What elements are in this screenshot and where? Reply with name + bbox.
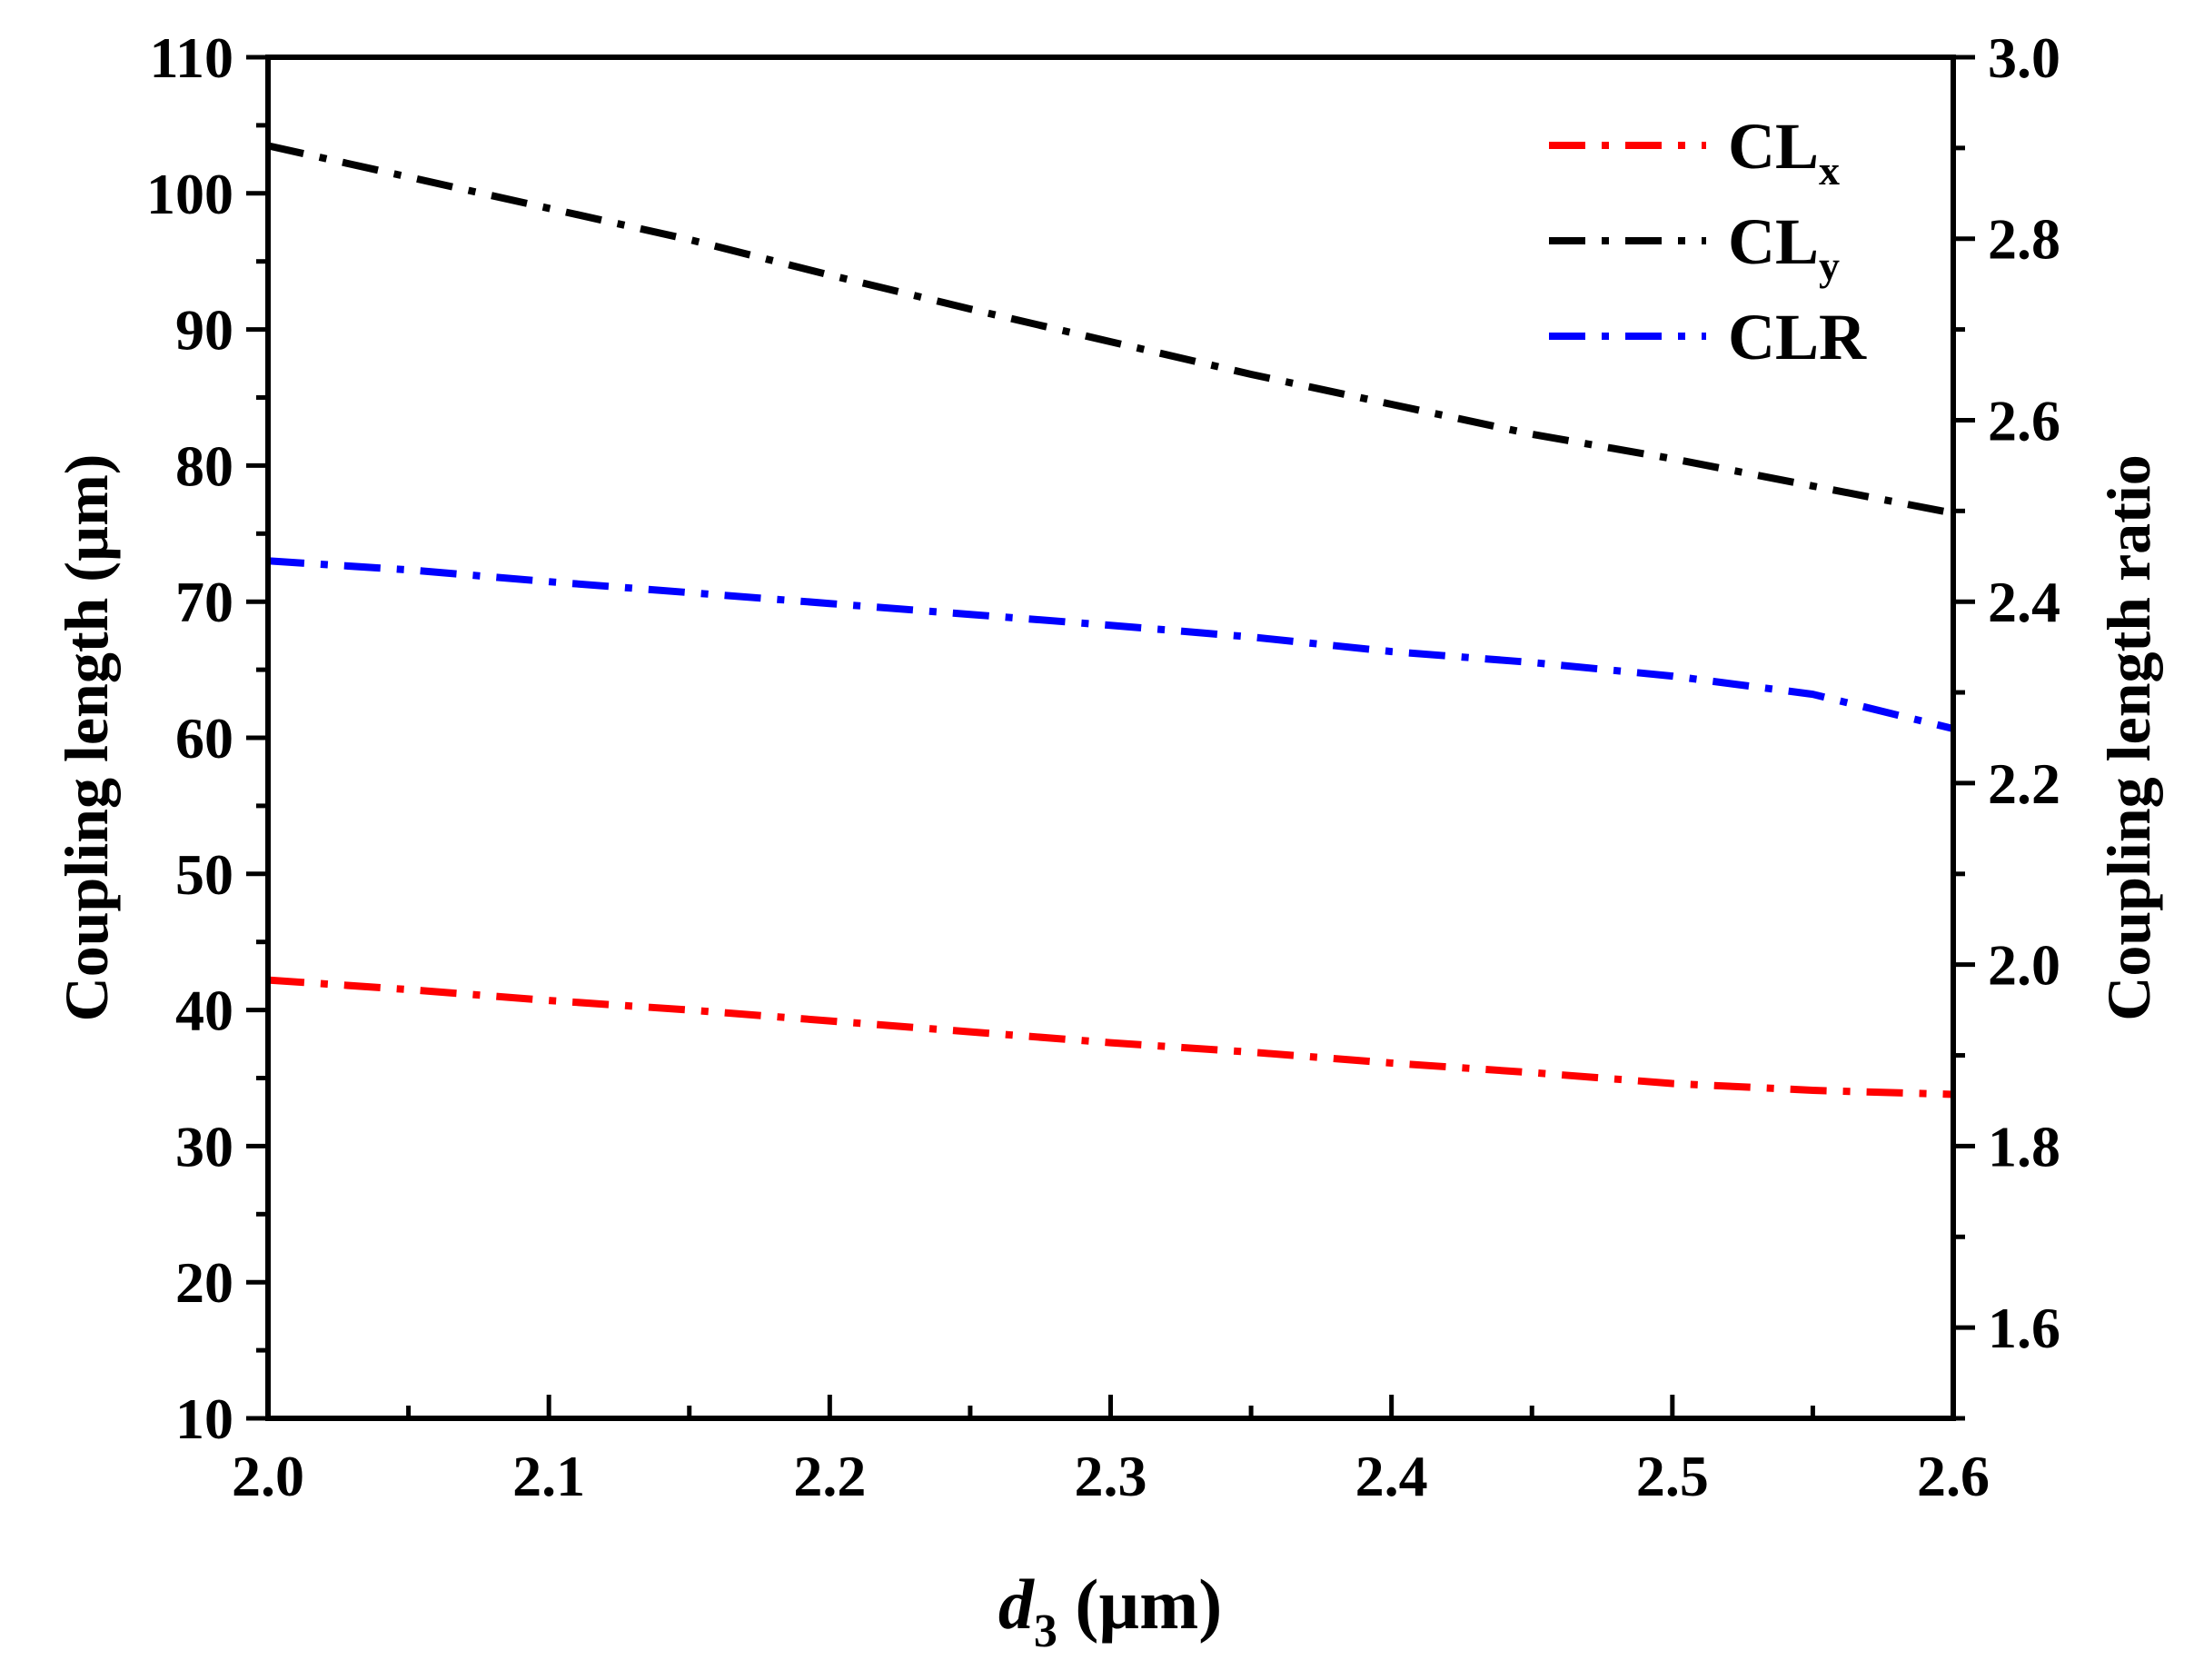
- y-right-tick-label: 3.0: [1988, 25, 2060, 90]
- y-left-tick-label: 60: [175, 706, 233, 770]
- y-right-tick-label: 1.8: [1988, 1114, 2060, 1178]
- y-right-tick-label: 2.2: [1988, 751, 2060, 816]
- legend-label-CLx: CLx: [1728, 110, 1840, 194]
- x-tick-label: 2.4: [1355, 1444, 1428, 1508]
- y-axis-right-label: Coupling length ratio: [2094, 454, 2163, 1020]
- axis-ticks: [246, 55, 1975, 1421]
- x-axis-label-italic: d: [998, 1565, 1035, 1644]
- x-axis-label: d3 (µm): [998, 1565, 1222, 1657]
- y-right-tick-label: 2.6: [1988, 388, 2060, 452]
- x-tick-label: 2.5: [1636, 1444, 1709, 1508]
- y-right-tick-label: 2.0: [1988, 933, 2060, 998]
- legend: CLx CLy CLR: [1549, 110, 1867, 373]
- y-left-tick-label: 70: [175, 570, 233, 634]
- x-tick-label: 2.3: [1075, 1444, 1147, 1508]
- y-right-tick-label: 2.4: [1988, 570, 2060, 634]
- x-tick-label: 2.6: [1917, 1444, 1990, 1508]
- tick-labels: 2.0 2.1 2.2 2.3 2.4 2.5 2.6 10 20 30 40 50 60 70 80 90 1…: [146, 25, 2060, 1508]
- y-axis-left-label: Coupling length (µm): [52, 454, 121, 1022]
- legend-label-CLR: CLR: [1728, 301, 1867, 373]
- x-axis-label-sub: 3: [1034, 1605, 1057, 1657]
- y-left-tick-label: 90: [175, 298, 233, 363]
- x-tick-label: 2.0: [232, 1444, 304, 1508]
- x-tick-label: 2.1: [512, 1444, 585, 1508]
- y-left-tick-label: 40: [175, 979, 233, 1043]
- y-left-tick-label: 20: [175, 1250, 233, 1315]
- y-left-tick-label: 110: [150, 25, 233, 90]
- x-tick-label: 2.2: [793, 1444, 866, 1508]
- plot-frame: [265, 55, 1956, 1421]
- y-left-tick-label: 80: [175, 433, 233, 498]
- series-line-CLR: [267, 557, 1954, 732]
- y-left-tick-label: 10: [175, 1387, 233, 1451]
- x-axis-label-rest: (µm): [1057, 1565, 1222, 1644]
- y-left-tick-label: 30: [175, 1114, 233, 1178]
- series-line-CLx: [267, 976, 1954, 1098]
- legend-label-CLy: CLy: [1728, 205, 1840, 289]
- y-right-tick-label: 2.8: [1988, 207, 2060, 272]
- y-left-tick-label: 100: [146, 162, 233, 226]
- y-left-tick-label: 50: [175, 842, 233, 907]
- y-right-tick-label: 1.6: [1988, 1296, 2060, 1360]
- series-layer: [267, 142, 1954, 1098]
- series-line-CLy: [267, 142, 1954, 517]
